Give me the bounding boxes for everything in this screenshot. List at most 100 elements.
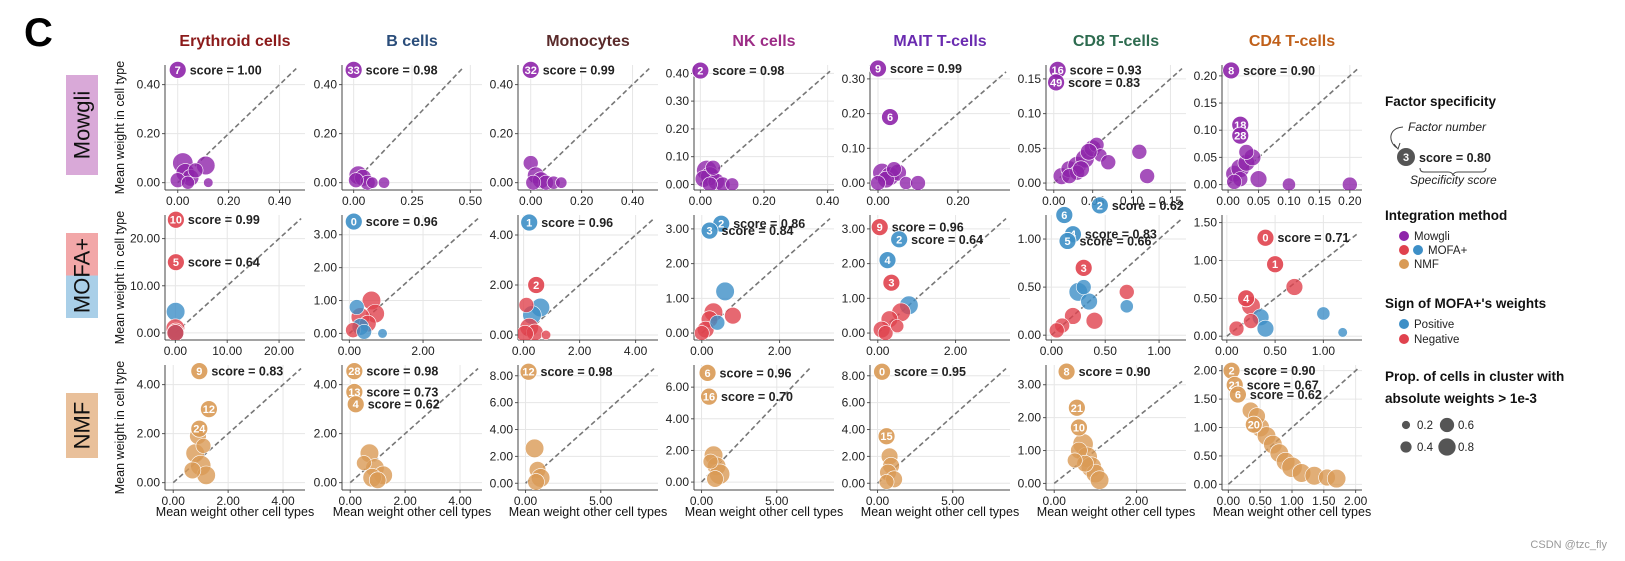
y-tick-label: 0.00 xyxy=(1194,329,1218,343)
row-label-box-top xyxy=(66,233,98,276)
x-tick-label: 0.20 xyxy=(1338,194,1362,208)
y-tick-label: 0.00 xyxy=(137,176,161,190)
labeled-factor: 0 score = 0.96 xyxy=(344,212,438,231)
y-tick-label: 0.00 xyxy=(842,476,866,490)
x-tick-label: 0.20 xyxy=(570,194,594,208)
score-label: score = 0.99 xyxy=(543,63,615,77)
data-point xyxy=(366,176,379,189)
y-tick-label: 0.50 xyxy=(1194,449,1218,463)
legend-size-label: 0.6 xyxy=(1458,420,1474,432)
y-tick-label: 0.50 xyxy=(1018,280,1042,294)
column-title-2: Monocytes xyxy=(546,33,630,50)
legend-size-label: 0.8 xyxy=(1458,442,1474,454)
factor-number: 9 xyxy=(877,222,883,234)
x-tick-label: 0.00 xyxy=(866,344,890,358)
factor-number: 5 xyxy=(173,257,179,269)
factor-number: 4 xyxy=(1243,293,1250,305)
y-tick-label: 6.00 xyxy=(842,396,866,410)
x-tick-label: 0.20 xyxy=(946,194,970,208)
labeled-factor: 10 xyxy=(1070,418,1088,437)
factor-number: 6 xyxy=(887,112,893,124)
score-label: score = 0.95 xyxy=(894,365,966,379)
data-point xyxy=(368,471,387,489)
y-tick-label: 0.10 xyxy=(1018,107,1042,121)
data-point xyxy=(377,176,390,189)
y-tick-label: 2.00 xyxy=(1018,411,1042,425)
factor-marker xyxy=(190,419,209,438)
y-tick-label: 0.40 xyxy=(490,78,514,92)
legend-specificity-title: Factor specificity xyxy=(1385,94,1497,109)
x-tick-label: 0.00 xyxy=(690,344,714,358)
y-tick-label: 6.00 xyxy=(490,396,514,410)
legend-swatch-mofa-pos xyxy=(1413,245,1423,255)
y-axis-label: Mean weight in cell type xyxy=(113,211,127,344)
legend-swatch-mofa-neg xyxy=(1399,245,1409,255)
y-tick-label: 0.20 xyxy=(137,127,161,141)
score-label: score = 0.90 xyxy=(1244,364,1316,378)
factor-marker xyxy=(873,362,891,381)
score-label: score = 0.62 xyxy=(1250,388,1322,402)
diagonal-line xyxy=(699,70,831,186)
y-tick-label: 0.00 xyxy=(137,326,161,340)
factor-marker xyxy=(344,61,363,79)
factor-marker xyxy=(881,108,899,126)
data-point xyxy=(870,175,886,190)
legend-swatch-positive xyxy=(1399,319,1409,329)
scatter-panels: 0.00 0.20 0.400.000.200.407 score = 1.000.0… xyxy=(130,59,1368,508)
score-label: score = 0.96 xyxy=(541,216,613,230)
y-tick-label: 3.00 xyxy=(314,228,338,242)
factor-number: 6 xyxy=(1061,210,1067,222)
row-label-nmf: NMF xyxy=(66,393,98,458)
y-axis-label: Mean weight in cell type xyxy=(113,361,127,494)
legend-arrow-head xyxy=(1393,142,1401,151)
y-tick-label: 0.20 xyxy=(490,127,514,141)
y-tick-label: 1.00 xyxy=(1018,444,1042,458)
y-tick-label: 0.00 xyxy=(666,177,690,191)
scatter-panel-nmf-3: 0.00 5.00 0.00 2.00 4.00 6.00 6 score = 0.96 16 s… xyxy=(666,364,834,508)
data-point xyxy=(1139,168,1155,184)
x-tick-label: 0.00 xyxy=(866,194,890,208)
data-point xyxy=(878,474,895,490)
data-point xyxy=(1080,292,1098,311)
y-tick-label: 4.00 xyxy=(137,378,161,392)
y-tick-label: 1.00 xyxy=(1194,253,1218,267)
x-tick-label: 2.00 xyxy=(768,344,792,358)
scatter-panel-mowgli-2: 0.00 0.20 0.40 0.00 0.20 0.40 32 score = 0.99 xyxy=(490,61,658,208)
legend-factor-number-label: Factor number xyxy=(1408,120,1487,134)
factor-number: 0 xyxy=(1262,233,1268,245)
labeled-factor: 3 xyxy=(882,273,901,292)
y-tick-label: 4.00 xyxy=(666,412,690,426)
factor-number: 20 xyxy=(1248,420,1260,432)
legend-size-label: 0.2 xyxy=(1417,420,1433,432)
row-label-text: NMF xyxy=(70,402,95,450)
factor-marker xyxy=(691,61,710,80)
x-axis-label: Mean weight other cell types xyxy=(509,505,667,519)
data-point xyxy=(203,177,214,188)
factor-marker xyxy=(1237,289,1256,308)
data-point xyxy=(183,461,202,480)
factor-marker xyxy=(1047,73,1066,92)
scatter-panel-nmf-0: 0.00 2.00 4.00 0.00 2.00 4.00 9 score = 0.83 12 2… xyxy=(137,362,305,508)
factor-number: 2 xyxy=(697,66,703,78)
factor-number: 0 xyxy=(351,217,357,229)
labeled-factor: 5 score = 0.66 xyxy=(1058,232,1152,250)
labeled-factor: 3 xyxy=(1074,258,1093,277)
factor-number: 10 xyxy=(1073,423,1085,435)
labeled-factor: 3 score = 0.84 xyxy=(700,221,794,240)
y-tick-label: 0.00 xyxy=(1018,176,1042,190)
x-axis-label: Mean weight other cell types xyxy=(861,505,1019,519)
legend-size-title-2: absolute weights > 1e-3 xyxy=(1385,391,1537,406)
legend-label-nmf: NMF xyxy=(1414,259,1439,271)
factor-marker xyxy=(521,61,540,79)
factor-marker xyxy=(1256,228,1275,247)
x-tick-label: 0.00 xyxy=(1043,494,1067,508)
factor-marker xyxy=(1074,258,1093,277)
y-tick-label: 0.00 xyxy=(666,326,690,340)
labeled-factor: 16 score = 0.70 xyxy=(700,387,793,406)
diagonal-line xyxy=(1050,218,1183,336)
labeled-factor: 8 score = 0.90 xyxy=(1222,61,1315,80)
legend-swatch-nmf xyxy=(1399,259,1409,269)
data-point xyxy=(886,161,902,177)
labeled-factor: 9 score = 0.96 xyxy=(870,218,964,237)
